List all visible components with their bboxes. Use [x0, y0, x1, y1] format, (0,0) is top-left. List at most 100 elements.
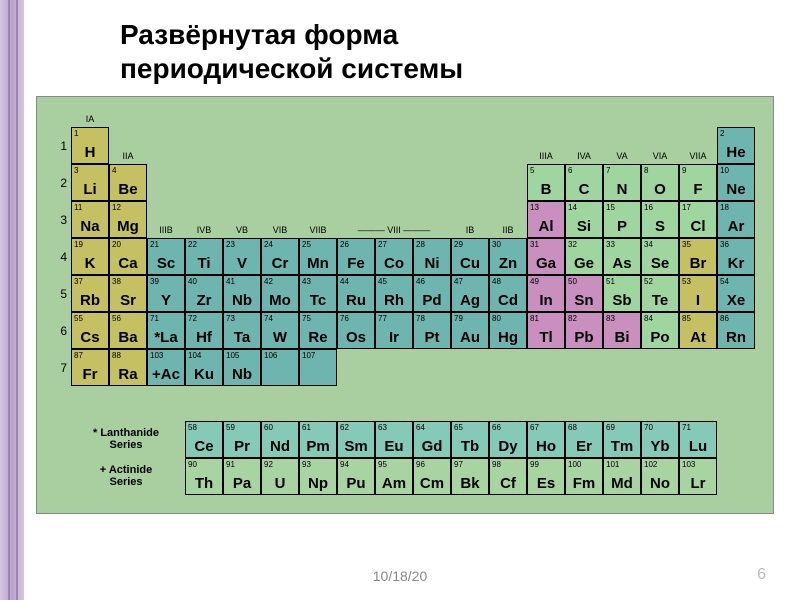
- element-symbol: Br: [680, 255, 716, 272]
- element-symbol: Mg: [110, 218, 146, 235]
- atomic-number: 61: [302, 423, 311, 432]
- element-cell: 22Ti: [185, 238, 223, 275]
- element-cell: 62 Sm: [337, 421, 375, 458]
- element-cell: 103Lr: [679, 458, 717, 495]
- atomic-number: 92: [264, 460, 273, 469]
- atomic-number: 71: [682, 423, 691, 432]
- atomic-number: 31: [530, 240, 539, 249]
- period-label: 7: [53, 361, 67, 375]
- element-symbol: Lu: [680, 438, 716, 455]
- element-symbol: Ti: [186, 255, 222, 272]
- title-line-2: периодической системы: [120, 53, 463, 84]
- element-symbol: Rh: [376, 292, 412, 309]
- atomic-number: 69: [606, 423, 615, 432]
- element-symbol: Sr: [110, 292, 146, 309]
- element-symbol: Se: [642, 255, 678, 272]
- footer-page-number: 6: [757, 566, 766, 584]
- element-symbol: Hg: [490, 329, 526, 346]
- element-cell: 71 Lu: [679, 421, 717, 458]
- element-cell: 53I: [679, 275, 717, 312]
- element-symbol: Pd: [414, 292, 450, 309]
- atomic-number: 95: [378, 460, 387, 469]
- group-label: VB: [223, 225, 261, 235]
- atomic-number: 100: [568, 460, 581, 469]
- atomic-number: 71: [150, 314, 159, 323]
- element-cell: 92U: [261, 458, 299, 495]
- period-label: 5: [53, 287, 67, 301]
- element-cell: 2He: [717, 127, 755, 164]
- element-cell: 27Co: [375, 238, 413, 275]
- element-symbol: F: [680, 181, 716, 198]
- atomic-number: 72: [188, 314, 197, 323]
- atomic-number: 23: [226, 240, 235, 249]
- atomic-number: 59: [226, 423, 235, 432]
- element-cell: 9F: [679, 164, 717, 201]
- element-cell: 55Cs: [71, 312, 109, 349]
- element-cell: 66Dy: [489, 421, 527, 458]
- element-cell: 80Hg: [489, 312, 527, 349]
- element-symbol: Ge: [566, 255, 602, 272]
- element-cell: 44Ru: [337, 275, 375, 312]
- atomic-number: 54: [720, 277, 729, 286]
- element-symbol: Nd: [262, 438, 298, 455]
- actinide-series-label: + ActinideSeries: [71, 464, 181, 488]
- atomic-number: 91: [226, 460, 235, 469]
- atomic-number: 11: [74, 203, 82, 212]
- period-label: 6: [53, 324, 67, 338]
- element-cell: 101Md: [603, 458, 641, 495]
- atomic-number: 103: [150, 351, 163, 360]
- element-symbol: Eu: [376, 438, 412, 455]
- element-symbol: Si: [566, 218, 602, 235]
- element-symbol: Tl: [528, 329, 564, 346]
- element-symbol: Tm: [604, 438, 640, 455]
- element-symbol: Kr: [718, 255, 754, 272]
- element-cell: 93Np: [299, 458, 337, 495]
- element-symbol: Te: [642, 292, 678, 309]
- atomic-number: 105: [226, 351, 239, 360]
- element-cell: 61 Pm: [299, 421, 337, 458]
- element-symbol: Ga: [528, 255, 564, 272]
- atomic-number: 41: [226, 277, 235, 286]
- element-cell: 50Sn: [565, 275, 603, 312]
- period-label: 2: [53, 176, 67, 190]
- element-symbol: Pm: [300, 438, 336, 455]
- atomic-number: 79: [454, 314, 463, 323]
- atomic-number: 82: [568, 314, 577, 323]
- atomic-number: 81: [530, 314, 539, 323]
- element-cell: 106: [261, 349, 299, 386]
- element-symbol: Sc: [148, 255, 184, 272]
- atomic-number: 14: [568, 203, 577, 212]
- element-symbol: Es: [528, 475, 564, 492]
- element-cell: 21Sc: [147, 238, 185, 275]
- element-cell: 82 Pb: [565, 312, 603, 349]
- atomic-number: 63: [378, 423, 387, 432]
- element-symbol: Pt: [414, 329, 450, 346]
- atomic-number: 62: [340, 423, 349, 432]
- atomic-number: 78: [416, 314, 425, 323]
- element-symbol: Th: [186, 475, 222, 492]
- element-cell: 20Ca: [109, 238, 147, 275]
- group-label: VA: [603, 151, 641, 161]
- atomic-number: 52: [644, 277, 653, 286]
- element-symbol: As: [604, 255, 640, 272]
- element-symbol: Nb: [224, 366, 260, 383]
- element-symbol: Pu: [338, 475, 374, 492]
- lanthanide-series-label: * LanthanideSeries: [71, 427, 181, 451]
- element-cell: 65Tb: [451, 421, 489, 458]
- atomic-number: 46: [416, 277, 425, 286]
- group-label: IVA: [565, 151, 603, 161]
- element-cell: 107: [299, 349, 337, 386]
- element-symbol: Xe: [718, 292, 754, 309]
- element-symbol: +Ac: [148, 366, 184, 383]
- element-symbol: Ba: [110, 329, 146, 346]
- atomic-number: 75: [302, 314, 311, 323]
- element-symbol: Cm: [414, 475, 450, 492]
- element-cell: 17Cl: [679, 201, 717, 238]
- element-symbol: Sm: [338, 438, 374, 455]
- atomic-number: 50: [568, 277, 577, 286]
- atomic-number: 35: [682, 240, 691, 249]
- element-symbol: *La: [148, 329, 184, 346]
- element-symbol: He: [718, 144, 754, 161]
- element-cell: 18Ar: [717, 201, 755, 238]
- element-symbol: Pb: [566, 329, 602, 346]
